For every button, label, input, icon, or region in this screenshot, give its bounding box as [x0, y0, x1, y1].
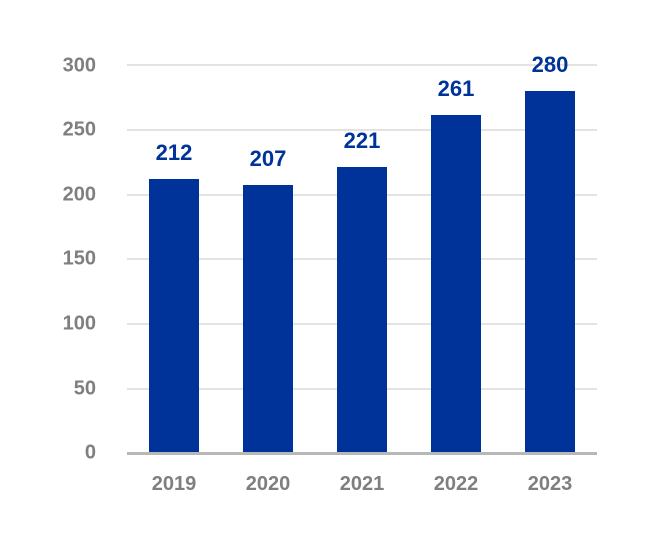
bar-2023 [525, 91, 575, 453]
x-tick-label: 2021 [339, 473, 385, 495]
y-tick-label: 250 [62, 118, 96, 141]
x-tick-label: 2023 [527, 473, 573, 495]
y-tick-label: 300 [62, 54, 96, 77]
bar-2021 [337, 167, 387, 453]
y-tick-label: 50 [73, 377, 96, 400]
y-tick-label: 200 [62, 183, 96, 206]
y-tick-label: 150 [62, 247, 96, 270]
x-tick-label: 2022 [433, 473, 479, 495]
x-axis-line [127, 452, 597, 455]
bar-2019 [149, 179, 199, 453]
y-tick-label: 100 [62, 312, 96, 335]
x-tick-label: 2019 [151, 473, 197, 495]
gridline-300 [127, 64, 597, 66]
bar-2022 [431, 115, 481, 453]
data-label-2023: 280 [531, 52, 569, 77]
data-label-2019: 212 [155, 140, 193, 165]
data-label-2021: 221 [343, 128, 381, 153]
gridline-250 [127, 129, 597, 131]
data-label-2020: 207 [249, 146, 287, 171]
x-tick-label: 2020 [245, 473, 291, 495]
data-label-2022: 261 [437, 76, 475, 101]
y-tick-label: 0 [84, 441, 96, 464]
bar-2020 [243, 185, 293, 453]
